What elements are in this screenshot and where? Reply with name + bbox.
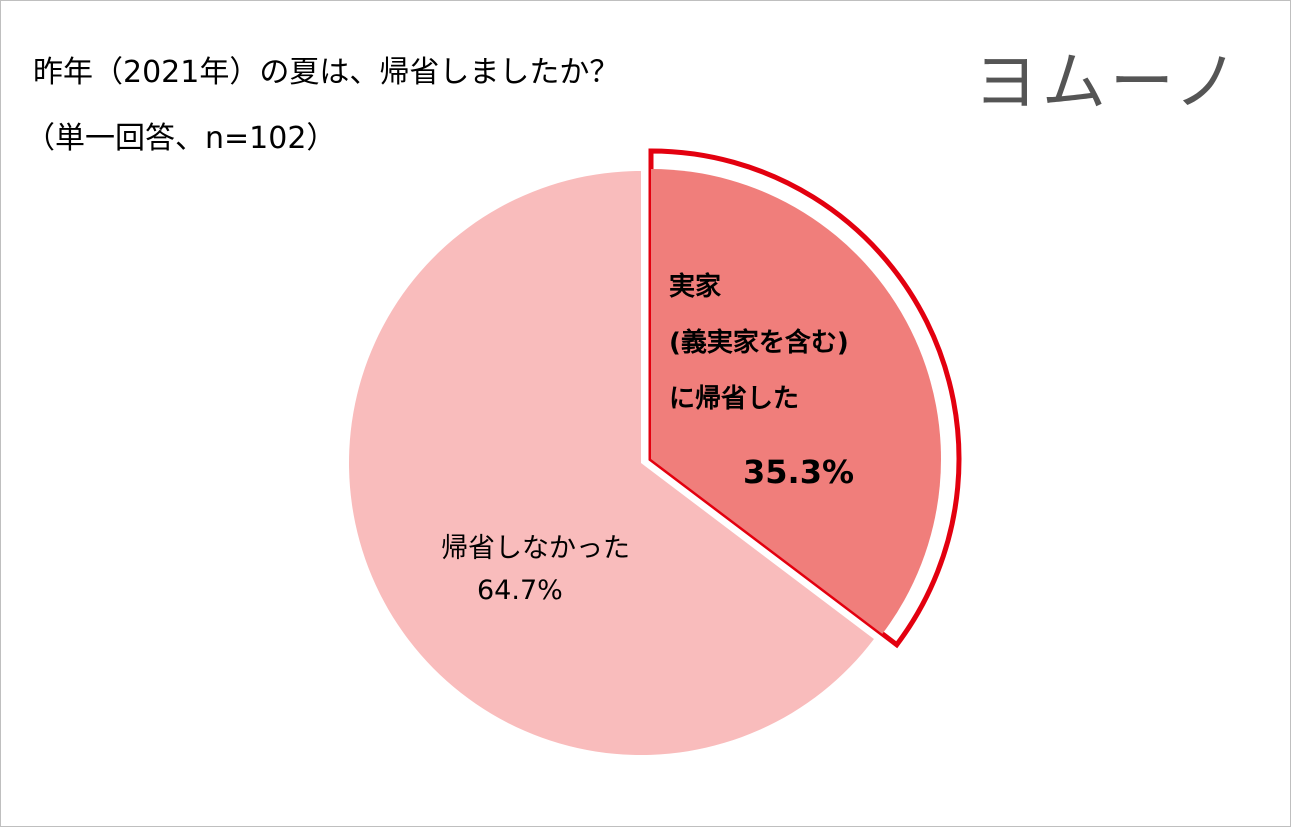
slice-label: 帰省しなかった xyxy=(441,533,630,564)
slice-label: 実家 (義実家を含む) に帰省した xyxy=(669,272,849,414)
logo: ヨムーノ xyxy=(973,46,1242,120)
slice xyxy=(349,171,874,755)
slice xyxy=(651,169,941,634)
chart-title: 昨年（2021年）の夏は、帰省しましたか？ xyxy=(33,55,620,90)
chart-subtitle: （単一回答、n=102） xyxy=(25,121,337,156)
value-label: 35.3% xyxy=(743,453,855,491)
value-label: 64.7% xyxy=(477,575,563,606)
